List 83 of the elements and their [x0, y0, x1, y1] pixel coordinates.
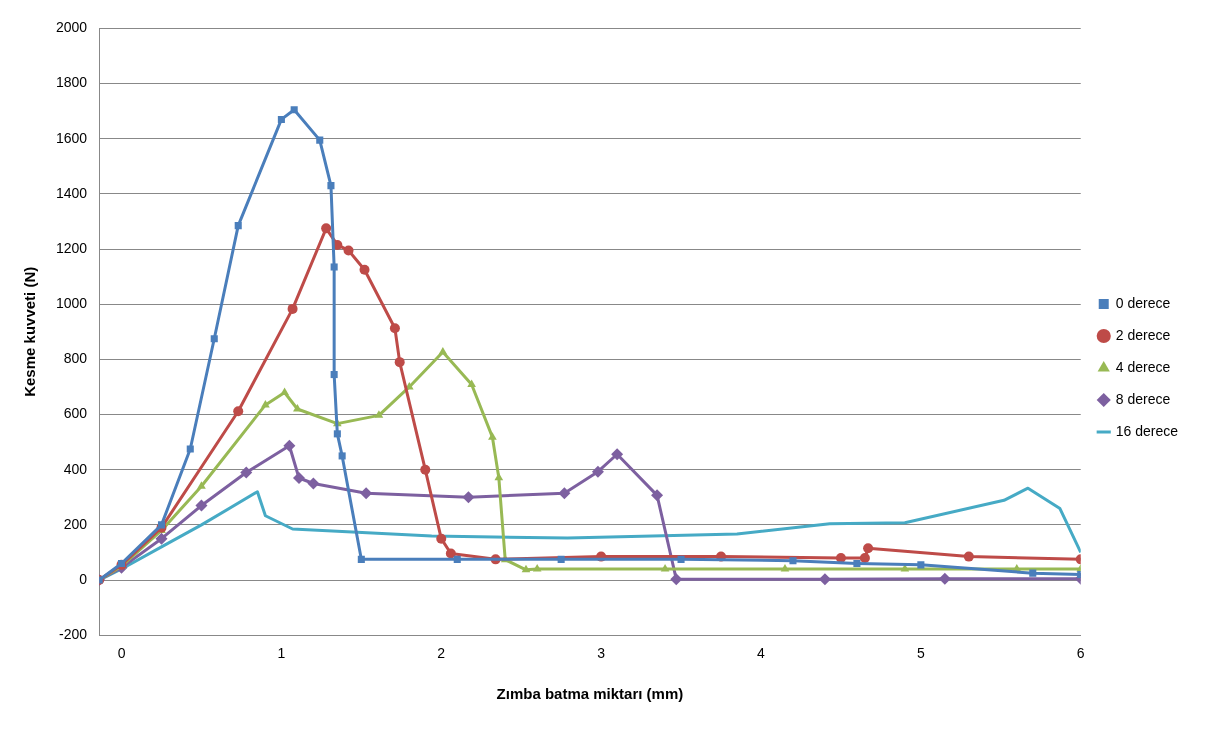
point — [1029, 569, 1037, 577]
y-tick-label: -200 — [59, 626, 88, 643]
point — [233, 406, 244, 417]
point — [330, 371, 338, 379]
point — [863, 543, 874, 554]
point — [917, 561, 925, 569]
point — [900, 564, 910, 572]
x-tick-label: 4 — [757, 645, 766, 662]
point — [210, 335, 218, 343]
y-tick-label: 1400 — [55, 184, 88, 201]
point — [436, 533, 447, 544]
x-axis-title: Zımba batma miktarı (mm) — [496, 685, 684, 703]
point — [157, 521, 166, 529]
point — [453, 555, 461, 563]
x-tick-label: 0 — [117, 645, 126, 662]
point — [394, 357, 405, 368]
point — [330, 263, 338, 271]
point — [521, 564, 531, 573]
x-tick-label: 3 — [597, 645, 606, 662]
point — [155, 532, 168, 545]
y-tick-label: 800 — [63, 350, 88, 367]
y-tick-label: 200 — [63, 515, 88, 532]
point — [343, 245, 354, 256]
point — [532, 564, 542, 572]
point — [240, 466, 253, 479]
point — [359, 264, 370, 275]
point — [293, 404, 302, 412]
point — [261, 399, 270, 408]
point — [316, 136, 324, 144]
y-tick-label: 2000 — [55, 19, 88, 36]
point — [389, 323, 400, 334]
point — [611, 448, 624, 461]
point — [780, 564, 790, 572]
point — [338, 452, 346, 460]
point — [677, 555, 685, 563]
x-tick-label: 5 — [916, 645, 925, 662]
point — [234, 222, 242, 230]
point — [292, 471, 305, 484]
point — [789, 557, 797, 565]
point — [307, 477, 320, 490]
point — [277, 115, 285, 123]
point — [357, 555, 365, 563]
point — [859, 552, 870, 563]
point — [290, 106, 298, 114]
point — [420, 464, 431, 475]
point — [374, 410, 384, 418]
y-tick-label: 1200 — [55, 239, 88, 256]
point — [197, 481, 206, 489]
point — [488, 432, 497, 440]
point — [280, 387, 289, 395]
legend-label: 0 derece — [1115, 294, 1171, 311]
y-tick-label: 1000 — [55, 295, 88, 312]
point — [467, 379, 476, 387]
point — [287, 303, 298, 314]
y-tick-label: 600 — [63, 405, 88, 422]
point — [283, 439, 296, 452]
x-tick-label: 6 — [1076, 645, 1085, 662]
point — [462, 491, 475, 504]
point — [195, 499, 208, 512]
y-tick-label: 1800 — [55, 74, 88, 91]
point — [853, 559, 861, 568]
point — [963, 551, 974, 562]
point — [333, 430, 341, 438]
x-tick-label: 1 — [277, 645, 286, 662]
y-tick-label: 400 — [63, 460, 88, 477]
point — [445, 548, 456, 559]
point — [557, 555, 565, 563]
point — [186, 445, 194, 453]
legend-label: 4 derece — [1115, 358, 1171, 375]
point — [591, 465, 604, 478]
y-axis-title: Kesme kuvveti (N) — [21, 266, 39, 397]
legend-label: 8 derece — [1115, 390, 1171, 407]
point — [651, 489, 664, 502]
y-tick-label: 0 — [79, 570, 88, 587]
point — [558, 487, 571, 500]
legend-label: 2 derece — [1115, 326, 1171, 343]
point — [327, 182, 335, 190]
x-tick-label: 2 — [437, 645, 446, 662]
point — [660, 564, 670, 572]
legend-label: 16 derece — [1115, 422, 1179, 439]
point — [321, 223, 332, 234]
point — [494, 472, 504, 481]
y-tick-label: 1600 — [55, 129, 88, 146]
